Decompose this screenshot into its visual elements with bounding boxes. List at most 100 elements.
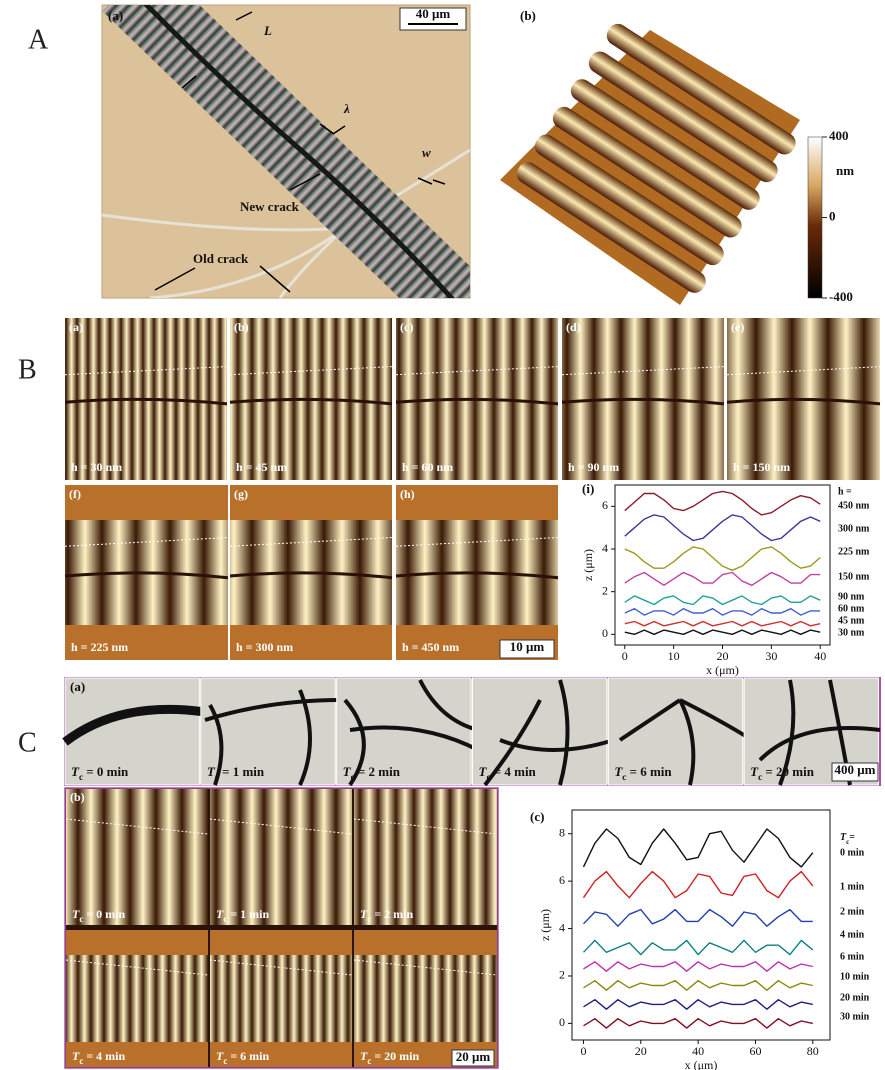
panel-label: (f)	[69, 487, 81, 501]
panel-label: (c)	[400, 320, 413, 334]
y-tick-label: 0	[559, 1015, 565, 1029]
label-text: = 6 min	[227, 1049, 269, 1063]
y-tick-label: 6	[559, 873, 565, 887]
label-text: = 2 min	[355, 764, 401, 779]
legend-entry: 450 nm	[838, 500, 870, 511]
plot-frame	[615, 485, 830, 645]
label-text: = 2 min	[371, 907, 413, 921]
thickness-label: h = 150 nm	[733, 460, 790, 474]
y-tick-label: 8	[559, 825, 565, 839]
figure-label: B	[18, 354, 37, 385]
figure: A B C (a) 40 μm L λ w New crack Old crac…	[0, 0, 885, 1070]
line	[625, 515, 820, 541]
colorbar-unit: nm	[836, 163, 854, 178]
chart-label: (c)	[530, 809, 544, 824]
label-text: = 4 min	[83, 1049, 125, 1063]
chart-label: (i)	[582, 481, 594, 496]
panel-label: (b)	[70, 790, 85, 804]
line	[584, 910, 813, 927]
panel-label: (a)	[69, 320, 83, 334]
line	[584, 940, 813, 954]
y-tick-label: 2	[559, 968, 565, 982]
scale-bar-label: 10 μm	[510, 639, 545, 654]
legend-entry: 2 min	[840, 906, 865, 917]
panel-label: (e)	[731, 320, 744, 334]
y-tick-label: 4	[602, 541, 608, 555]
y-axis-label: z (μm)	[538, 909, 552, 941]
x-tick-label: 60	[749, 1044, 761, 1058]
label-text: = 0 min	[83, 764, 129, 779]
line	[625, 596, 820, 605]
line	[625, 622, 820, 626]
legend-entry: 225 nm	[838, 546, 870, 557]
stripe-band	[210, 789, 352, 925]
thickness-label: h = 225 nm	[71, 640, 128, 654]
annotation: New crack	[240, 199, 300, 214]
stripe-band	[210, 955, 352, 1042]
legend-entry: 150 nm	[838, 571, 870, 582]
x-tick-label: 0	[580, 1044, 586, 1058]
y-tick-label: 4	[559, 920, 565, 934]
line	[625, 630, 820, 634]
y-tick-label: 6	[602, 498, 608, 512]
annotation: λ	[343, 101, 350, 116]
legend-entry: 6 min	[840, 951, 865, 962]
legend-entry: 30 min	[840, 1011, 870, 1022]
line	[584, 872, 813, 898]
stripe-band	[354, 789, 497, 925]
legend-entry: 20 min	[840, 992, 870, 1003]
line	[625, 491, 820, 515]
stripe-band	[66, 789, 208, 925]
thickness-label: h = 30 nm	[71, 460, 122, 474]
x-tick-label: 30	[765, 649, 777, 663]
legend-entry: 1 min	[840, 881, 865, 892]
x-axis-label: x (μm)	[706, 663, 739, 677]
figure-label: C	[18, 727, 37, 758]
label-text: = 6 min	[626, 764, 672, 779]
label-text: = 0 min	[83, 907, 125, 921]
colorbar-tick-label: 0	[829, 208, 836, 223]
panel-label: (a)	[108, 8, 123, 23]
label-text: = 20 min	[762, 764, 815, 779]
legend-entry: 45 nm	[838, 615, 865, 626]
x-tick-label: 20	[635, 1044, 647, 1058]
panel-label: (b)	[520, 8, 536, 23]
x-axis-label: x (μm)	[685, 1058, 718, 1070]
y-tick-label: 0	[602, 626, 608, 640]
afm-3d	[500, 20, 822, 305]
line	[584, 981, 813, 991]
line	[625, 547, 820, 570]
x-tick-label: 0	[622, 649, 628, 663]
x-tick-label: 10	[668, 649, 680, 663]
panel-label: (h)	[400, 487, 415, 501]
label-text: = 4 min	[490, 764, 536, 779]
line	[584, 1019, 813, 1028]
thickness-label: h = 45 nm	[236, 460, 287, 474]
line	[584, 1000, 813, 1010]
stripe-band	[66, 955, 208, 1042]
label-text: = 1 min	[219, 764, 265, 779]
line	[584, 962, 813, 971]
colorbar-tick-label: -400	[829, 289, 853, 304]
line	[625, 609, 820, 615]
stripe-band	[354, 955, 497, 1042]
panel-label: (g)	[234, 487, 248, 501]
legend-entry: 300 nm	[838, 523, 870, 534]
legend-entry: 60 nm	[838, 603, 865, 614]
thickness-label: h = 450 nm	[402, 640, 459, 654]
legend-title: h =	[838, 486, 852, 497]
legend-entry: 90 nm	[838, 591, 865, 602]
annotation: Old crack	[193, 251, 249, 266]
x-tick-label: 80	[807, 1044, 819, 1058]
panel-label: (b)	[234, 320, 249, 334]
label-text: =	[849, 832, 855, 843]
thickness-label: h = 300 nm	[236, 640, 293, 654]
scale-bar-label: 20 μm	[456, 1049, 491, 1064]
y-axis-label: z (μm)	[581, 549, 595, 581]
thickness-label: h = 90 nm	[568, 460, 619, 474]
x-tick-label: 20	[717, 649, 729, 663]
thickness-label: h = 60 nm	[402, 460, 453, 474]
y-tick-label: 2	[602, 583, 608, 597]
legend-entry: 10 min	[840, 971, 870, 982]
annotation: w	[422, 145, 431, 160]
